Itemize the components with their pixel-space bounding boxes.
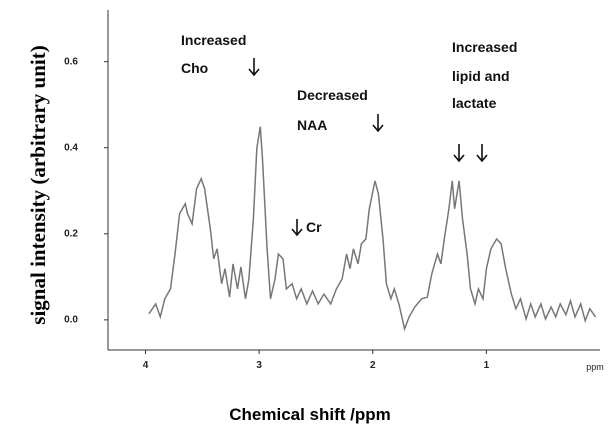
x-axis-label: Chemical shift /ppm [229,405,391,424]
y-axis-label: signal intensity (arbitrary unit) [26,45,50,324]
y-tick-label: 0.0 [64,315,78,326]
annotation: Increased [181,32,246,48]
y-tick-label: 0.4 [64,142,78,153]
annotation: Cho [181,60,208,76]
y-tick-label: 0.6 [64,56,78,67]
x-tick-label: 3 [256,360,262,371]
annotation: Cr [306,219,322,235]
y-tick-label: 0.2 [64,228,78,239]
annotation: lactate [452,95,497,111]
annotation: Decreased [297,87,368,103]
arrows [248,58,488,237]
x-tick-label: 4 [143,360,149,371]
annotation: Increased [452,39,517,55]
x-tick-label: 1 [484,360,490,371]
x-tick-label: 2 [370,360,376,371]
x-unit-label: ppm [586,362,604,372]
annotation: lipid and [452,68,510,84]
annotation: NAA [297,117,327,133]
spectrum-line [148,126,597,332]
